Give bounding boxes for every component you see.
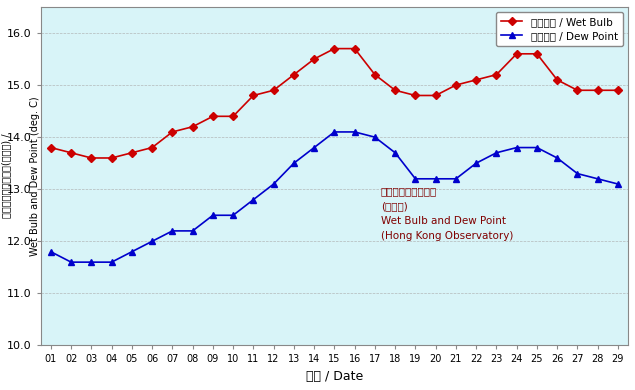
- 湿球温度 / Wet Bulb: [149, 145, 156, 150]
- 湿球温度 / Wet Bulb: [209, 114, 217, 119]
- 湿球温度 / Wet Bulb: [614, 88, 622, 92]
- 湿球温度 / Wet Bulb: [270, 88, 277, 92]
- 湿球温度 / Wet Bulb: [88, 156, 95, 160]
- 露點温度 / Dew Point: [47, 249, 55, 254]
- 湿球温度 / Wet Bulb: [189, 124, 196, 129]
- Text: Wet Bulb and Dew Point (deg. C): Wet Bulb and Dew Point (deg. C): [30, 96, 40, 256]
- 露點温度 / Dew Point: [108, 260, 116, 264]
- 露點温度 / Dew Point: [311, 145, 318, 150]
- 露點温度 / Dew Point: [573, 171, 581, 176]
- 湿球温度 / Wet Bulb: [47, 145, 55, 150]
- 露點温度 / Dew Point: [290, 161, 298, 165]
- 湿球温度 / Wet Bulb: [290, 72, 298, 77]
- Line: 湿球温度 / Wet Bulb: 湿球温度 / Wet Bulb: [48, 46, 620, 161]
- Legend: 湿球温度 / Wet Bulb, 露點温度 / Dew Point: 湿球温度 / Wet Bulb, 露點温度 / Dew Point: [496, 12, 623, 46]
- 露點温度 / Dew Point: [432, 176, 439, 181]
- 露點温度 / Dew Point: [452, 176, 460, 181]
- 露點温度 / Dew Point: [331, 129, 338, 134]
- 湿球温度 / Wet Bulb: [594, 88, 601, 92]
- 露點温度 / Dew Point: [614, 182, 622, 186]
- 露點温度 / Dew Point: [128, 249, 136, 254]
- 露點温度 / Dew Point: [270, 182, 277, 186]
- 湿球温度 / Wet Bulb: [67, 151, 75, 155]
- 露點温度 / Dew Point: [513, 145, 521, 150]
- 露點温度 / Dew Point: [149, 239, 156, 244]
- 湿球温度 / Wet Bulb: [493, 72, 500, 77]
- 湿球温度 / Wet Bulb: [391, 88, 399, 92]
- 湿球温度 / Wet Bulb: [472, 78, 480, 82]
- 露點温度 / Dew Point: [371, 135, 378, 140]
- 湿球温度 / Wet Bulb: [311, 57, 318, 61]
- 露點温度 / Dew Point: [250, 197, 257, 202]
- 湿球温度 / Wet Bulb: [553, 78, 561, 82]
- 湿球温度 / Wet Bulb: [513, 51, 521, 56]
- 湿球温度 / Wet Bulb: [533, 51, 541, 56]
- 露點温度 / Dew Point: [533, 145, 541, 150]
- 湿球温度 / Wet Bulb: [411, 93, 419, 98]
- 露點温度 / Dew Point: [168, 229, 176, 233]
- X-axis label: 日期 / Date: 日期 / Date: [306, 370, 363, 383]
- 湿球温度 / Wet Bulb: [432, 93, 439, 98]
- Text: 湿球温度及露點温度(攝氏度) /: 湿球温度及露點温度(攝氏度) /: [1, 134, 11, 218]
- 湿球温度 / Wet Bulb: [229, 114, 237, 119]
- 露點温度 / Dew Point: [67, 260, 75, 264]
- 露點温度 / Dew Point: [594, 176, 601, 181]
- 湿球温度 / Wet Bulb: [250, 93, 257, 98]
- 露點温度 / Dew Point: [472, 161, 480, 165]
- Text: 湿球温度及露點温度
(天文台)
Wet Bulb and Dew Point
(Hong Kong Observatory): 湿球温度及露點温度 (天文台) Wet Bulb and Dew Point (…: [381, 187, 513, 241]
- 露點温度 / Dew Point: [411, 176, 419, 181]
- 湿球温度 / Wet Bulb: [573, 88, 581, 92]
- 露點温度 / Dew Point: [88, 260, 95, 264]
- 露點温度 / Dew Point: [209, 213, 217, 218]
- 露點温度 / Dew Point: [553, 156, 561, 160]
- 湿球温度 / Wet Bulb: [452, 83, 460, 87]
- 湿球温度 / Wet Bulb: [331, 46, 338, 51]
- 露點温度 / Dew Point: [351, 129, 358, 134]
- 湿球温度 / Wet Bulb: [108, 156, 116, 160]
- 露點温度 / Dew Point: [493, 151, 500, 155]
- 湿球温度 / Wet Bulb: [351, 46, 358, 51]
- Line: 露點温度 / Dew Point: 露點温度 / Dew Point: [48, 129, 620, 265]
- 湿球温度 / Wet Bulb: [371, 72, 378, 77]
- 湿球温度 / Wet Bulb: [168, 129, 176, 134]
- 湿球温度 / Wet Bulb: [128, 151, 136, 155]
- 露點温度 / Dew Point: [391, 151, 399, 155]
- 露點温度 / Dew Point: [189, 229, 196, 233]
- 露點温度 / Dew Point: [229, 213, 237, 218]
